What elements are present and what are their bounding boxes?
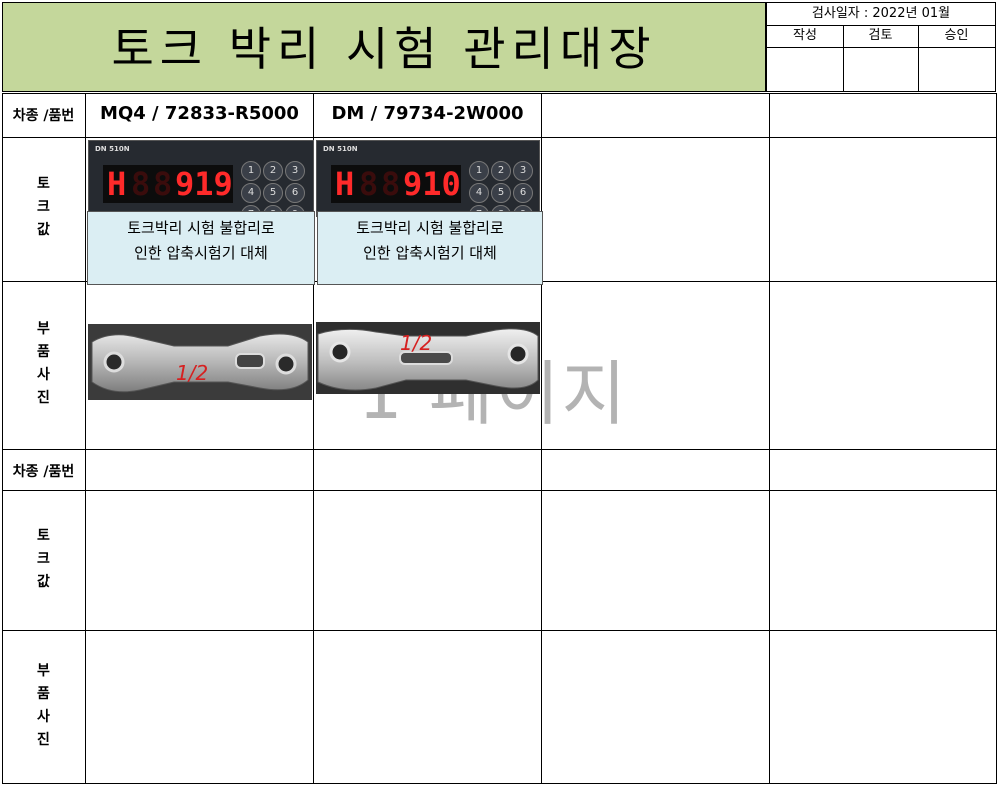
key: 1 — [469, 161, 489, 181]
title-cell: 토크 박리 시험 관리대장 — [2, 2, 766, 92]
note-line: 토크박리 시험 불합리로 — [356, 219, 504, 237]
led-ghost-digit: 8 — [153, 165, 173, 203]
label-char: 진 — [37, 390, 50, 406]
grid-line — [2, 93, 3, 784]
grid-line — [2, 449, 996, 450]
led-value: 919 — [175, 165, 233, 203]
grid-line — [313, 93, 314, 784]
key: 5 — [263, 183, 283, 203]
key: 1 — [241, 161, 261, 181]
label-char: 부 — [37, 663, 50, 679]
key: 2 — [263, 161, 283, 181]
key: 3 — [513, 161, 533, 181]
label-part-number: 차종 /품번 — [12, 108, 75, 124]
approval-col-writer: 작성 — [767, 25, 844, 91]
bracket-image: 1/2 — [316, 322, 540, 394]
led-value: 910 — [403, 165, 461, 203]
label-char: 품 — [37, 686, 50, 702]
key: 6 — [285, 183, 305, 203]
label-torque-value: 토 크 값 — [2, 525, 85, 594]
grid-line — [2, 137, 996, 138]
torque-display-photo: DN 510N H 8 8 910 1 2 3 4 5 6 7 8 9 — [316, 140, 540, 217]
key: 6 — [513, 183, 533, 203]
label-char: 크 — [37, 199, 50, 215]
led-ghost-digit: 8 — [381, 165, 401, 203]
key: 2 — [491, 161, 511, 181]
grid-line — [2, 490, 996, 491]
label-char: 사 — [37, 367, 50, 383]
part-photo: 1/2 — [88, 324, 312, 400]
note-line: 토크박리 시험 불합리로 — [127, 219, 275, 237]
label-char: 사 — [37, 709, 50, 725]
led-digits: H 8 8 910 — [331, 165, 461, 203]
note-box: 토크박리 시험 불합리로 인한 압축시험기 대체 — [87, 211, 315, 285]
part-name: MQ4 / 72833-R5000 — [100, 103, 299, 124]
grid-line — [85, 93, 86, 784]
part-name: DM / 79734-2W000 — [331, 103, 524, 124]
approval-label-writer: 작성 — [767, 25, 843, 48]
grid-line — [2, 93, 996, 94]
key: 3 — [285, 161, 305, 181]
label-char: 크 — [37, 551, 50, 567]
label-torque-value: 토 크 값 — [2, 173, 85, 242]
grid-line — [2, 630, 996, 631]
display-brand: DN 510N — [323, 145, 358, 153]
torque-display-photo: DN 510N H 8 8 919 1 2 3 4 5 6 7 8 9 — [88, 140, 314, 217]
grid-line — [996, 93, 997, 784]
led-ghost-digit: 8 — [131, 165, 151, 203]
label-part-photo: 부 품 사 진 — [2, 318, 85, 410]
key: 4 — [469, 183, 489, 203]
bracket-image: 1/2 — [88, 324, 312, 400]
key: 4 — [241, 183, 261, 203]
grid-line — [541, 93, 542, 784]
label-char: 값 — [37, 222, 50, 238]
label-char: 토 — [37, 528, 50, 544]
approval-col-reviewer: 검토 — [843, 25, 919, 91]
part-marking: 1/2 — [176, 361, 208, 385]
part-photo: 1/2 — [316, 322, 540, 394]
label-char: 값 — [37, 574, 50, 590]
led-prefix: H — [335, 165, 355, 203]
label-char: 토 — [37, 176, 50, 192]
led-prefix: H — [107, 165, 127, 203]
led-digits: H 8 8 919 — [103, 165, 233, 203]
label-part-number: 차종 /품번 — [12, 464, 75, 480]
key: 5 — [491, 183, 511, 203]
grid-line — [769, 93, 770, 784]
approval-label-approver: 승인 — [918, 25, 995, 48]
led-ghost-digit: 8 — [359, 165, 379, 203]
display-brand: DN 510N — [95, 145, 130, 153]
note-line: 인한 압축시험기 대체 — [134, 244, 268, 262]
approval-box: 검사일자 : 2022년 01월 작성 검토 승인 — [766, 2, 996, 92]
label-char: 품 — [37, 344, 50, 360]
grid-line — [2, 783, 996, 784]
note-line: 인한 압축시험기 대체 — [363, 244, 497, 262]
note-box: 토크박리 시험 불합리로 인한 압축시험기 대체 — [317, 211, 543, 285]
inspection-date: 검사일자 : 2022년 01월 — [767, 3, 995, 26]
label-char: 진 — [37, 732, 50, 748]
page-title: 토크 박리 시험 관리대장 — [111, 22, 657, 76]
label-part-photo: 부 품 사 진 — [2, 660, 85, 752]
part-marking: 1/2 — [400, 331, 432, 355]
label-char: 부 — [37, 321, 50, 337]
approval-label-reviewer: 검토 — [843, 25, 918, 48]
approval-col-approver: 승인 — [918, 25, 995, 91]
